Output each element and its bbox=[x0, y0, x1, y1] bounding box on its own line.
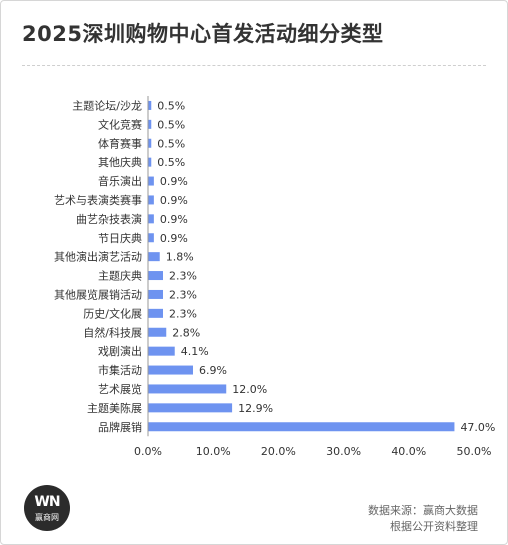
x-tick-label: 30.0% bbox=[326, 445, 361, 458]
bar bbox=[148, 271, 163, 281]
bar bbox=[148, 214, 154, 224]
bar bbox=[148, 403, 233, 413]
value-label: 0.5% bbox=[157, 156, 185, 169]
category-label: 历史/文化展 bbox=[83, 306, 142, 320]
bar bbox=[148, 119, 152, 129]
x-tick-label: 40.0% bbox=[391, 445, 426, 458]
value-label: 2.8% bbox=[172, 326, 200, 339]
bar bbox=[148, 365, 193, 375]
logo-text: 赢商网 bbox=[35, 513, 59, 522]
category-label: 市集活动 bbox=[98, 363, 142, 377]
value-label: 2.3% bbox=[169, 270, 197, 283]
value-label: 1.8% bbox=[166, 251, 194, 264]
value-label: 12.9% bbox=[238, 402, 273, 415]
bar bbox=[148, 233, 154, 243]
category-label: 主题论坛/沙龙 bbox=[72, 98, 142, 112]
value-label: 12.0% bbox=[232, 383, 267, 396]
bar bbox=[148, 195, 154, 205]
x-tick-label: 0.0% bbox=[134, 445, 162, 458]
category-label: 自然/科技展 bbox=[83, 325, 142, 339]
value-label: 47.0% bbox=[460, 421, 495, 434]
value-label: 4.1% bbox=[181, 345, 209, 358]
bar bbox=[148, 308, 163, 318]
bar bbox=[148, 289, 163, 299]
logo-mark: WN bbox=[34, 494, 60, 510]
value-label: 2.3% bbox=[169, 307, 197, 320]
category-label: 品牌展销 bbox=[98, 420, 142, 434]
bar bbox=[148, 252, 160, 262]
brand-logo: WN 赢商网 bbox=[24, 485, 70, 531]
data-source: 数据来源：赢商大数据 bbox=[368, 504, 478, 517]
bar bbox=[148, 176, 154, 186]
category-label: 其他展览展销活动 bbox=[54, 287, 142, 301]
bar bbox=[148, 422, 455, 432]
value-label: 0.5% bbox=[157, 99, 185, 112]
bar bbox=[148, 138, 152, 148]
bar bbox=[148, 157, 152, 167]
bar bbox=[148, 384, 227, 394]
value-label: 0.5% bbox=[157, 137, 185, 150]
value-label: 0.5% bbox=[157, 118, 185, 131]
bar bbox=[148, 100, 152, 110]
title-divider bbox=[22, 65, 486, 66]
category-label: 体育赛事 bbox=[98, 136, 142, 150]
value-label: 2.3% bbox=[169, 288, 197, 301]
category-label: 其他庆典 bbox=[98, 155, 142, 169]
value-label: 0.9% bbox=[160, 194, 188, 207]
x-tick-label: 50.0% bbox=[457, 445, 492, 458]
category-label: 节日庆典 bbox=[98, 231, 142, 245]
value-label: 6.9% bbox=[199, 364, 227, 377]
category-label: 音乐演出 bbox=[98, 174, 142, 188]
category-label: 其他演出演艺活动 bbox=[54, 250, 142, 264]
bar bbox=[148, 346, 175, 356]
category-label: 戏剧演出 bbox=[98, 344, 142, 358]
x-tick-label: 10.0% bbox=[196, 445, 231, 458]
value-label: 0.9% bbox=[160, 213, 188, 226]
chart-title: 2025深圳购物中心首发活动细分类型 bbox=[22, 22, 384, 46]
category-label: 文化竞赛 bbox=[98, 117, 142, 131]
category-label: 艺术与表演类赛事 bbox=[54, 193, 142, 207]
value-label: 0.9% bbox=[160, 175, 188, 188]
data-note: 根据公开资料整理 bbox=[390, 520, 478, 533]
category-label: 艺术展览 bbox=[98, 382, 142, 396]
bar bbox=[148, 327, 167, 337]
category-label: 曲艺杂技表演 bbox=[76, 212, 142, 226]
category-label: 主题美陈展 bbox=[87, 401, 142, 415]
category-label: 主题庆典 bbox=[98, 269, 142, 283]
value-label: 0.9% bbox=[160, 232, 188, 245]
x-tick-label: 20.0% bbox=[261, 445, 296, 458]
